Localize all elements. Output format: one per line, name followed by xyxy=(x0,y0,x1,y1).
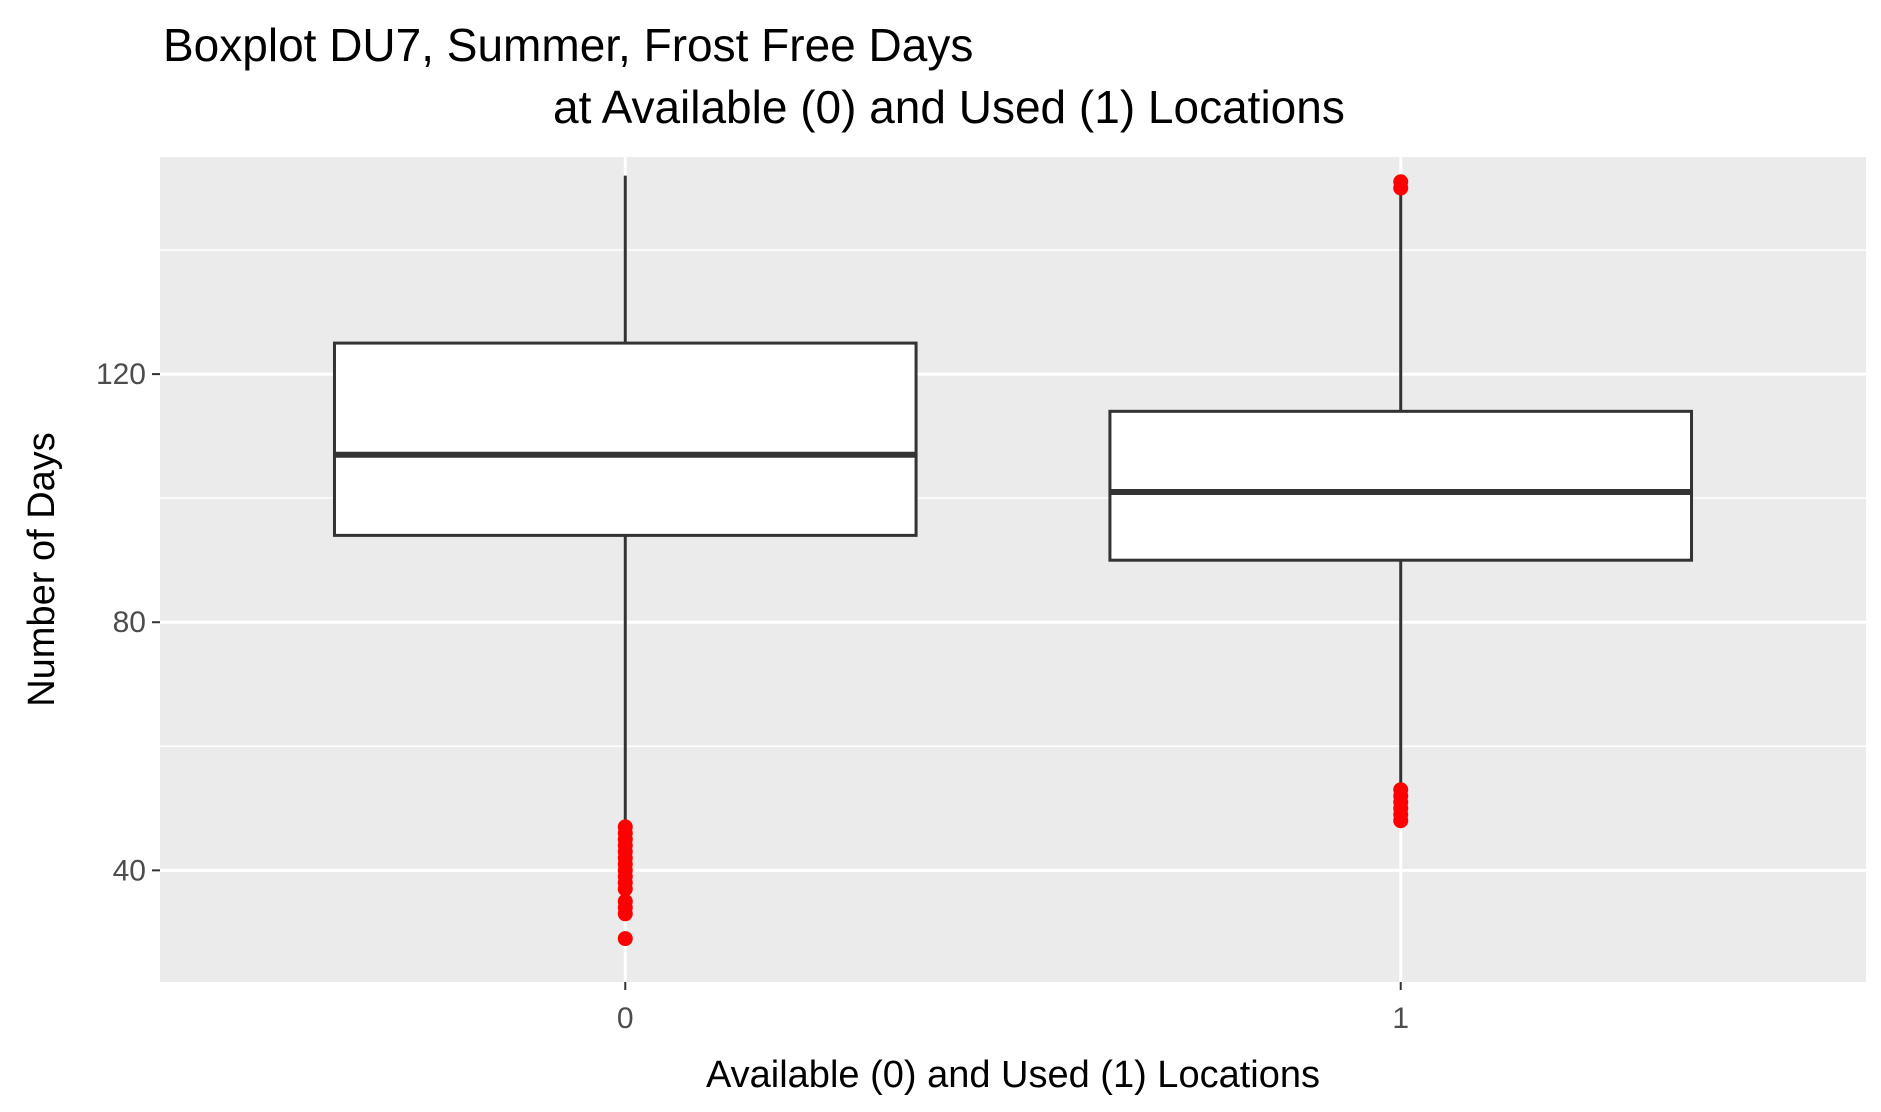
y-tick-label: 80 xyxy=(113,606,146,639)
x-tick-label: 0 xyxy=(617,1002,634,1035)
box-series xyxy=(332,175,1694,821)
y-axis: 40 80 120 xyxy=(96,358,160,887)
y-tick-label: 40 xyxy=(113,854,146,887)
x-axis-title: Available (0) and Used (1) Locations xyxy=(706,1054,1320,1096)
x-tick-label: 1 xyxy=(1392,1002,1409,1035)
plot-panel xyxy=(160,157,1866,982)
outlier-point xyxy=(1393,174,1409,190)
chart-title-line1: Boxplot DU7, Summer, Frost Free Days xyxy=(163,19,974,71)
outlier-points xyxy=(617,174,1409,947)
y-axis-title: Number of Days xyxy=(21,432,63,707)
outlier-point xyxy=(1393,782,1409,798)
y-tick-label: 120 xyxy=(96,358,146,391)
outlier-point xyxy=(617,881,633,897)
box-iqr xyxy=(1108,409,1694,562)
chart-title-line2: at Available (0) and Used (1) Locations xyxy=(553,81,1345,133)
outlier-point xyxy=(617,931,633,947)
box-iqr xyxy=(332,341,918,537)
outlier-point xyxy=(617,906,633,922)
